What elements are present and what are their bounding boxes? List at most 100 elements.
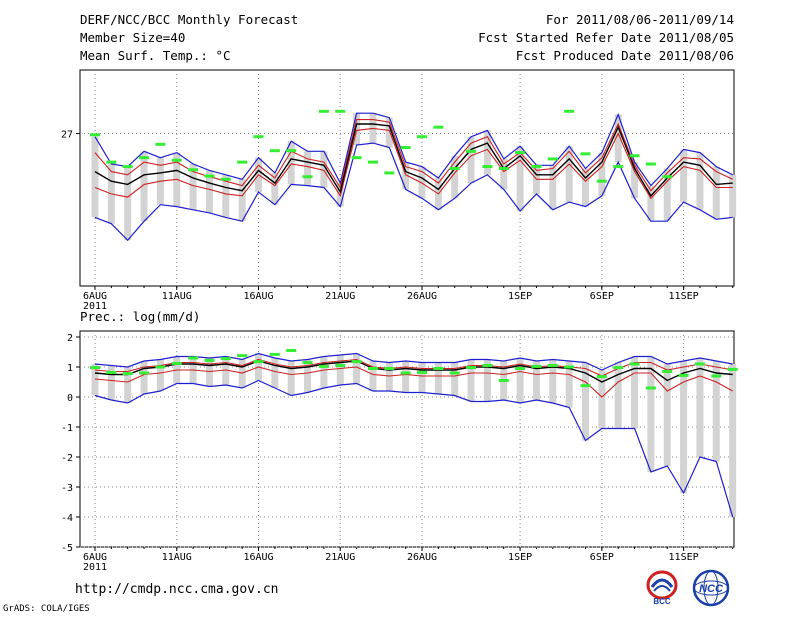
panel1-x-tick-label: 16AUG	[243, 291, 273, 302]
panel1-x-tick-label: 11AUG	[162, 291, 192, 302]
produced-date: Fcst Produced Date 2011/08/06	[515, 48, 734, 63]
panel1-y-tick-label: 27	[61, 130, 73, 141]
panel2-spread-bar	[663, 364, 671, 466]
panel1-spread-bar	[91, 136, 99, 218]
panel2-x-tick-label: 11AUG	[162, 552, 192, 563]
panel2-y-tick-label: -4	[61, 513, 73, 524]
panel1-spread-bar	[320, 151, 328, 188]
panel1-spread-bar	[696, 152, 704, 210]
panel1-x-tick-label: 1SEP	[508, 291, 532, 302]
panel1-spread-bar	[124, 166, 132, 241]
panel2-y-tick-label: 1	[67, 363, 73, 374]
panel2-spread-bar	[532, 361, 540, 400]
panel2-spread-bar	[582, 362, 589, 441]
panel1-spread-bar	[238, 179, 246, 222]
panel2-x-tick-label: 26AUG	[407, 552, 437, 563]
panel2-series-mean-line	[94, 360, 733, 383]
panel1-spread-bar	[614, 114, 622, 163]
forecast-period: For 2011/08/06-2011/09/14	[545, 12, 734, 27]
panel2-spread-bar	[549, 359, 557, 403]
panel1-spread-bar	[385, 117, 393, 148]
panel2-y-tick-label: 0	[67, 393, 73, 404]
bcc-logo: BCC	[640, 569, 684, 611]
panel1-spread-bar	[598, 152, 606, 196]
panel1-x-tick-label: 6SEP	[590, 291, 614, 302]
panel1-x-tick-label: 11SEP	[669, 291, 699, 302]
panel2-y-tick-label: -1	[61, 423, 73, 434]
panel2-spread-bar	[680, 361, 688, 493]
bcc-logo-text: BCC	[653, 597, 671, 606]
panel2-spread-bar	[631, 356, 639, 429]
panel1-spread-bar	[189, 164, 197, 210]
panel1-spread-bar	[663, 168, 671, 222]
panel2-spread-bar	[238, 359, 246, 388]
panel2-y-tick-label: -5	[61, 543, 73, 554]
panel2-spread-bar	[107, 365, 115, 400]
panel2-x-tick-label: 1SEP	[508, 552, 532, 563]
panel1-x-tick-label: 6AUG	[83, 291, 107, 302]
panel2-spread-bar	[483, 359, 491, 402]
panel1-spread-bar	[304, 151, 312, 186]
panel2-series-max-line	[94, 352, 733, 371]
panel1-x-tick-label: 26AUG	[407, 291, 437, 302]
ncc-logo-text: NCC	[699, 583, 724, 595]
panel1-spread-bar	[287, 141, 295, 185]
panel2-y-tick-label: 2	[67, 333, 73, 344]
panel2-spread-bar	[565, 361, 573, 408]
panel1-spread-bar	[467, 136, 475, 184]
panel1-spread-bar	[222, 174, 230, 218]
panel1-spread-bar	[712, 166, 720, 220]
panel1-series-mean-line	[94, 123, 733, 197]
panel1-spread-bar	[582, 168, 589, 207]
panel1-spread-bar	[680, 149, 688, 203]
panel1-spread-bar	[140, 151, 148, 222]
panel1-spread-bar	[565, 146, 573, 203]
panel2-spread-bar	[369, 361, 377, 391]
panel1-spread-bar	[418, 166, 426, 199]
panel2-x-year-label: 2011	[83, 562, 107, 573]
panel2-spread-bar	[336, 355, 344, 385]
ncc-logo: NCC	[688, 569, 734, 611]
panel2-spread-bar	[156, 359, 164, 391]
panel1-spread-bar	[500, 158, 508, 190]
panel2-spread-bar	[124, 367, 132, 403]
panel2-spread-bar	[614, 362, 622, 429]
grads-credit: GrADS: COLA/IGES	[3, 604, 90, 614]
panel1-series-upper-line	[94, 119, 733, 192]
panel2-spread-bar	[729, 364, 737, 517]
panel2-x-tick-label: 21AUG	[325, 552, 355, 563]
panel1-spread-bar	[353, 113, 361, 145]
panel2-series-min-line	[94, 379, 734, 518]
panel2-y-tick-label: -3	[61, 483, 73, 494]
panel2-x-tick-label: 6AUG	[83, 552, 107, 563]
variable-label: Mean Surf. Temp.: °C	[80, 48, 231, 63]
panel2-spread-bar	[712, 361, 720, 462]
panel1-series-lower-line	[94, 127, 733, 200]
panel1-second-panel-title: Prec.: log(mm/d)	[80, 309, 200, 324]
panel2-spread-bar	[91, 364, 99, 396]
panel1-spread-bar	[631, 162, 639, 199]
panel2-spread-bar	[598, 370, 606, 429]
panel1-spread-bar	[729, 174, 737, 218]
panel2-y-tick-label: -2	[61, 453, 73, 464]
panel1-x-year-label: 2011	[83, 301, 107, 312]
panel2-spread-bar	[418, 362, 426, 393]
started-date: Fcst Started Refer Date 2011/08/05	[478, 30, 734, 45]
panel1-spread-bar	[647, 185, 655, 222]
panel2-spread-bar	[140, 361, 148, 394]
panel2-spread-bar	[451, 362, 459, 396]
panel2-x-tick-label: 6SEP	[590, 552, 614, 563]
panel2-series-upper-line	[94, 358, 733, 377]
source-url[interactable]: http://cmdp.ncc.cma.gov.cn	[75, 582, 279, 597]
panel2-spread-bar	[385, 362, 393, 391]
panel1-spread-bar	[402, 162, 410, 190]
panel1-spread-bar	[516, 146, 524, 212]
panel1-x-tick-label: 21AUG	[325, 291, 355, 302]
panel2-series-lower-line	[94, 366, 733, 398]
panel1-series-min-line	[94, 142, 733, 242]
panel2-spread-bar	[696, 358, 704, 457]
panel1-spread-bar	[483, 130, 491, 175]
panel2-spread-bar	[467, 359, 475, 402]
forecast-title: DERF/NCC/BCC Monthly Forecast	[80, 12, 299, 27]
